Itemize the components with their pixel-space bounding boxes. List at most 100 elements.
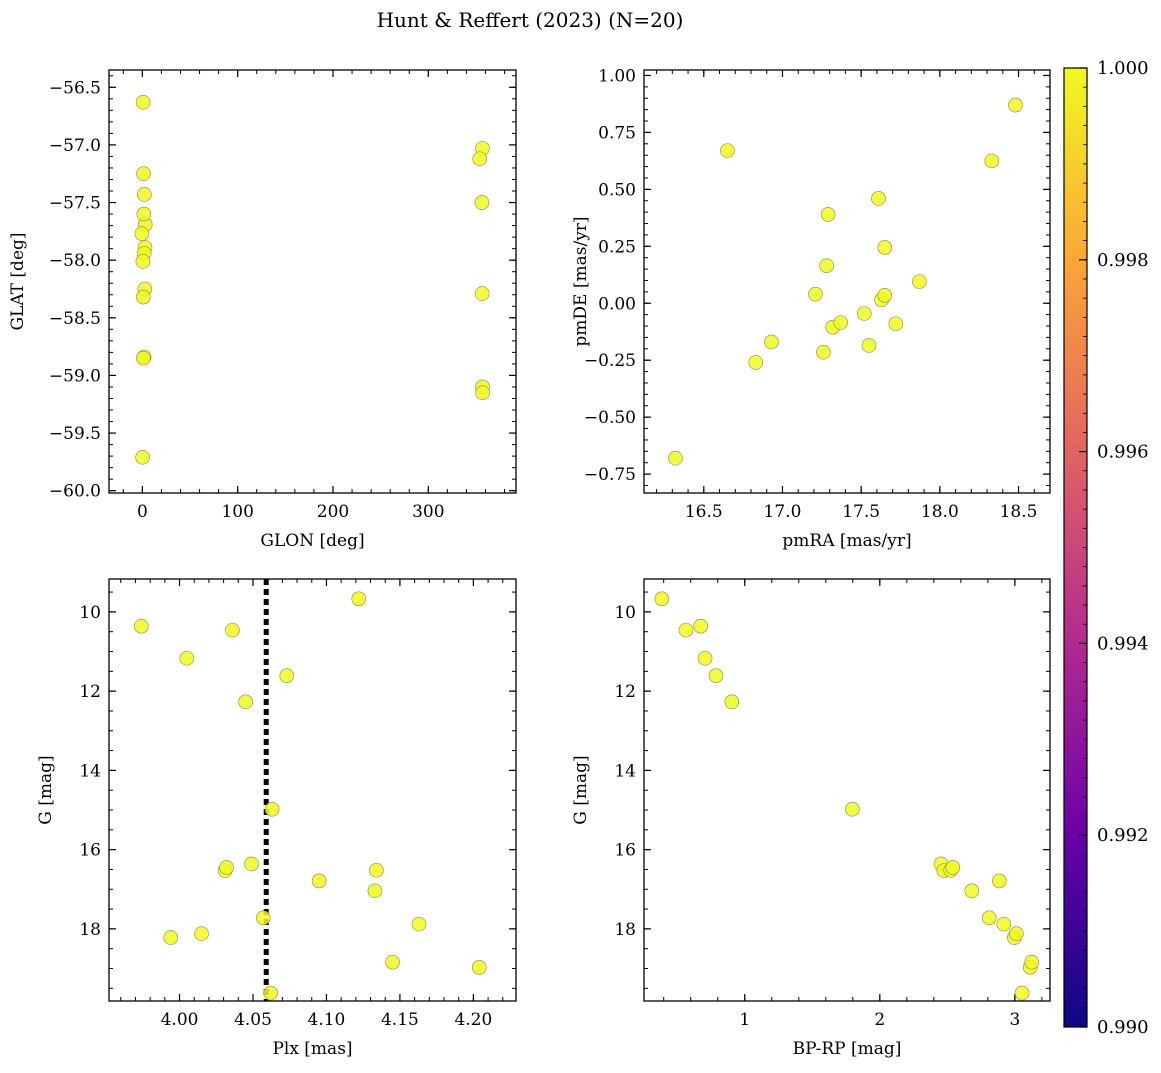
data-point [255,910,271,926]
x-axis-label: Plx [mas] [272,1039,352,1059]
y-axis-label: G [mag] [571,755,591,824]
x-tick-label: 4.00 [161,1010,199,1030]
y-tick-label: 16 [614,841,636,861]
y-tick-label: −0.75 [584,465,636,485]
x-tick-label: 1 [739,1010,750,1030]
data-point [877,240,893,255]
data-point [351,591,367,607]
figure-title: Hunt & Reffert (2023) (N=20) [377,8,684,32]
x-axis-label: pmRA [mas/yr] [782,531,911,551]
data-point [472,151,487,167]
data-point [654,591,670,607]
y-tick-label: 14 [79,761,101,781]
data-point [474,286,490,301]
data-point [369,862,384,878]
data-point [1024,954,1040,970]
data-point [179,650,195,666]
data-point [981,910,997,926]
data-point [845,801,860,817]
x-tick-label: 18.0 [921,502,959,522]
panel-glon-glat: 0 100 200 300 −60.0 −59.5 −59.0 −58.5 −58.0 −57.5… [8,69,517,551]
data-point [668,450,683,466]
data-point [136,166,151,182]
data-point [720,143,735,158]
panel-pmra-pmde: 16.5 17.0 17.5 18.0 18.5 −0.75 −0.50 −0.25 0.00 0… [571,66,1051,551]
data-point [135,449,150,465]
y-tick-label: 1.00 [598,66,636,86]
data-point [225,622,240,638]
data-point [194,926,209,941]
data-point [367,883,383,899]
x-tick-label: 2 [874,1010,885,1030]
y-tick-label: −58.5 [49,309,101,329]
y-tick-label: −59.0 [49,366,101,386]
data-point [697,650,713,666]
data-point [816,344,831,360]
x-tick-label: 4.05 [234,1010,272,1030]
data-point [1014,985,1030,1001]
data-point [724,694,740,710]
x-axis-label: GLON [deg] [260,531,364,551]
data-point [135,94,151,110]
y-tick-label: 0.00 [598,294,636,314]
data-point [871,191,886,206]
data-point [471,960,487,975]
data-point [475,385,490,401]
data-point [136,206,152,222]
y-tick-label: −56.5 [49,78,101,98]
data-point [748,355,764,370]
colorbar-tick-label: 0.996 [1097,442,1149,463]
x-tick-label: 100 [221,502,253,522]
data-point [1008,97,1023,113]
data-point [819,258,834,273]
y-tick-label: −59.5 [49,424,101,444]
data-point [764,334,779,350]
y-tick-label: 0.50 [598,180,636,200]
axes-frame [643,69,1051,494]
x-tick-label: 3 [1009,1010,1020,1030]
axes-frame [108,578,517,1002]
data-point [693,618,709,634]
colorbar-tick-label: 1.000 [1097,58,1149,79]
x-tick-label: 16.5 [685,502,723,522]
colorbar-tick-label: 0.994 [1097,633,1149,654]
axes-frame [643,578,1051,1002]
data-point [820,207,836,222]
axes-frame [108,69,517,494]
y-tick-label: −0.50 [584,408,636,428]
data-point [411,916,427,932]
x-tick-label: 4.15 [381,1010,419,1030]
x-tick-label: 17.5 [842,502,880,522]
y-tick-label: −0.25 [584,351,636,371]
data-point [888,316,904,332]
x-tick-label: 17.0 [764,502,802,522]
data-point [219,860,234,875]
data-point [474,195,490,210]
colorbar-tick-label: 0.992 [1097,825,1149,846]
data-point [163,930,179,945]
x-tick-label: 200 [317,502,349,522]
y-axis-label: GLAT [deg] [8,232,28,330]
data-point [244,856,259,872]
colorbar-tick-label: 0.990 [1097,1017,1149,1038]
y-tick-label: 10 [614,603,636,623]
data-point [877,287,893,303]
y-tick-label: 12 [79,682,101,702]
y-tick-label: 18 [79,920,101,940]
data-point [385,954,400,970]
x-tick-label: 4.10 [308,1010,346,1030]
panel-plx-g: 4.00 4.05 4.10 4.15 4.20 10 12 14 16 18 Plx [mas] G… [36,578,517,1059]
data-point [134,226,150,241]
data-point [808,286,823,302]
data-point [135,254,151,269]
data-point [263,985,278,1001]
colorbar-tick-label: 0.998 [1097,250,1149,271]
data-point [134,618,149,634]
data-point [996,916,1012,932]
data-point [279,668,295,683]
data-point [833,315,849,330]
data-point [311,873,327,889]
data-point [238,694,253,710]
data-point [945,860,961,875]
